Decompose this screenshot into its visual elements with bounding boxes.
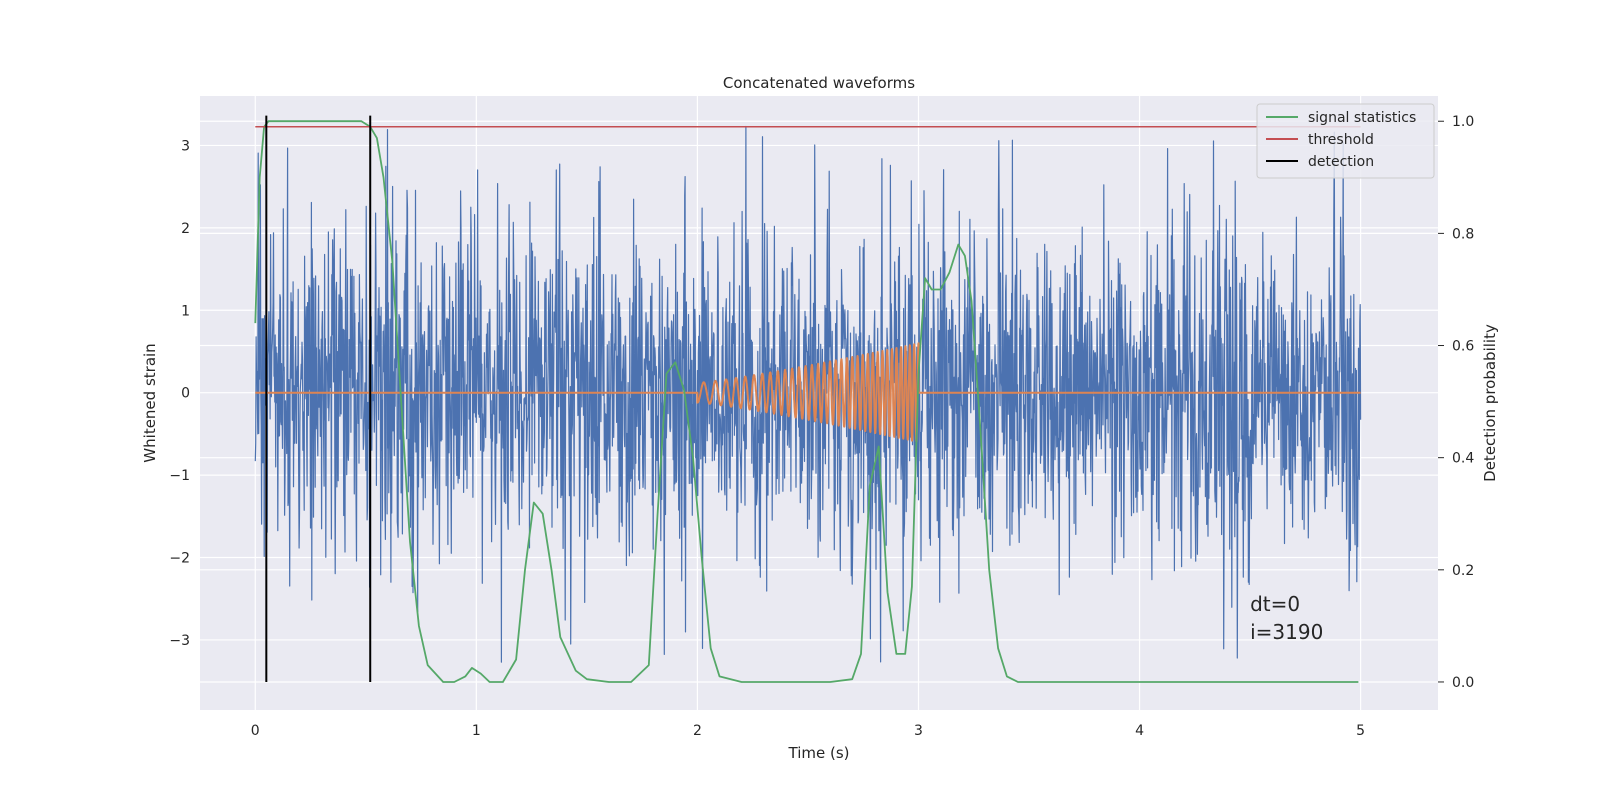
legend-label-signal-statistics: signal statistics [1308,110,1416,126]
legend-box [1256,103,1435,179]
legend: signal statistics threshold detection [1256,103,1435,179]
chart-title: Concatenated waveforms [723,74,915,92]
annotation-line: dt=0 [1250,592,1300,616]
y-tick-label-right: 0.4 [1452,451,1474,467]
y-tick-label-left: 1 [181,303,190,319]
x-tick-label: 0 [251,723,260,739]
series-injected-waveform [255,342,1361,443]
y-tick-label-left: 3 [181,138,190,154]
y-ticks-right: 0.0 0.2 0.4 0.6 0.8 1.0 [1438,114,1474,691]
y-tick-label-right: 0.0 [1452,675,1474,691]
x-tick-label: 4 [1135,723,1144,739]
legend-label-threshold: threshold [1308,132,1374,148]
y-ticks-left: −3 −2 −1 0 1 2 3 [169,138,190,648]
x-axis-label: Time (s) [788,744,850,762]
y-tick-label-left: 2 [181,221,190,237]
x-tick-label: 3 [914,723,923,739]
y-tick-label-left: −1 [169,468,190,484]
x-ticks: 0 1 2 3 4 5 [251,723,1365,739]
x-tick-label: 5 [1356,723,1365,739]
y-tick-label-left: 0 [181,386,190,402]
series-signal-statistics [254,120,1359,683]
y-axis-label-right: Detection probability [1481,324,1499,482]
y-tick-label-right: 1.0 [1452,114,1474,130]
y-tick-label-left: −3 [169,633,190,649]
annotation-line: i=3190 [1250,620,1323,644]
annotation-text: dt=0 i=3190 [1250,592,1323,644]
series-layer [254,115,1362,683]
x-tick-label: 1 [472,723,481,739]
y-tick-label-right: 0.6 [1452,339,1474,355]
y-axis-label-left: Whitened strain [141,343,159,462]
x-tick-label: 2 [693,723,702,739]
y-tick-label-left: −2 [169,551,190,567]
y-tick-label-right: 0.2 [1452,563,1474,579]
legend-label-detection: detection [1308,154,1374,170]
y-tick-label-right: 0.8 [1452,226,1474,242]
